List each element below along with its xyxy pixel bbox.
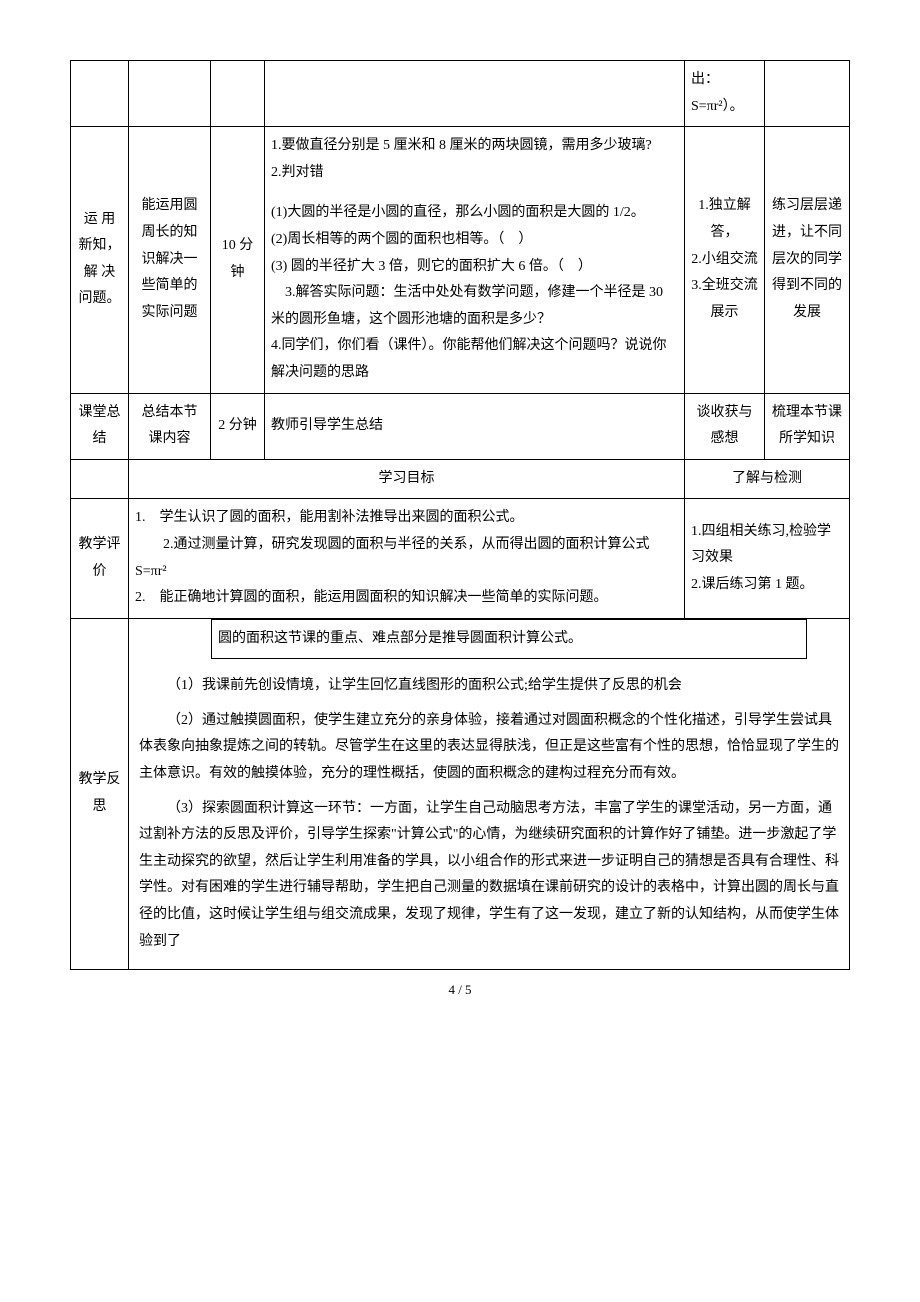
cell-content bbox=[265, 61, 685, 127]
cell-stage: 课堂总结 bbox=[71, 393, 129, 459]
page-number: 4 / 5 bbox=[70, 982, 850, 998]
cell-time: 2 分钟 bbox=[211, 393, 265, 459]
check-body: 1.四组相关练习,检验学习效果 2.课后练习第 1 题。 bbox=[685, 499, 850, 618]
content-line: 2.判对错 bbox=[271, 160, 678, 187]
cell-stage bbox=[71, 61, 129, 127]
cell-activity: 谈收获与感想 bbox=[685, 393, 765, 459]
check-line: 2.课后练习第 1 题。 bbox=[691, 572, 843, 599]
cell-note: 练习层层递进，让不同层次的同学得到不同的发展 bbox=[765, 127, 850, 393]
cell-activity: 出：S=πr²）。 bbox=[685, 61, 765, 127]
reflection-box: 圆的面积这节课的重点、难点部分是推导圆面积计算公式。 bbox=[212, 619, 807, 659]
content-line: 3.解答实际问题：生活中处处有数学问题，修建一个半径是 30 米的圆形鱼塘，这个… bbox=[271, 280, 678, 333]
cell-goal bbox=[129, 61, 211, 127]
cell-time: 10 分钟 bbox=[211, 127, 265, 393]
table-row: 学习目标 了解与检测 bbox=[71, 459, 850, 499]
reflection-body: 圆的面积这节课的重点、难点部分是推导圆面积计算公式。 （1）我课前先创设情境，让… bbox=[129, 618, 850, 970]
objectives-header: 学习目标 bbox=[129, 459, 685, 499]
cell-activity: 1.独立解答， 2.小组交流 3.全班交流展示 bbox=[685, 127, 765, 393]
cell-note: 梳理本节课所学知识 bbox=[765, 393, 850, 459]
cell-goal: 能运用圆周长的知识解决一些简单的实际问题 bbox=[129, 127, 211, 393]
table-row: 出：S=πr²）。 bbox=[71, 61, 850, 127]
check-line: 1.四组相关练习,检验学习效果 bbox=[691, 519, 843, 572]
cell-content: 教师引导学生总结 bbox=[265, 393, 685, 459]
spacer bbox=[271, 186, 678, 200]
cell-stage: 教学评价 bbox=[71, 499, 129, 618]
objective-line: 2. 能正确地计算圆的面积，能运用圆面积的知识解决一些简单的实际问题。 bbox=[135, 585, 678, 612]
objectives-body: 1. 学生认识了圆的面积，能用割补法推导出来圆的面积公式。 2.通过测量计算，研… bbox=[129, 499, 685, 618]
cell-goal: 总结本节课内容 bbox=[129, 393, 211, 459]
cell-note bbox=[765, 61, 850, 127]
cell-empty bbox=[71, 459, 129, 499]
content-line: (2)周长相等的两个圆的面积也相等。（ ） bbox=[271, 227, 678, 254]
content-line: 4.同学们，你们看（课件）。你能帮他们解决这个问题吗？说说你解决问题的思路 bbox=[271, 333, 678, 386]
lesson-plan-table: 出：S=πr²）。 运 用新知，解 决问题。 能运用圆周长的知识解决一些简单的实… bbox=[70, 60, 850, 970]
check-header: 了解与检测 bbox=[685, 459, 850, 499]
table-row: 课堂总结 总结本节课内容 2 分钟 教师引导学生总结 谈收获与感想 梳理本节课所… bbox=[71, 393, 850, 459]
table-row: 教学反思 圆的面积这节课的重点、难点部分是推导圆面积计算公式。 （1）我课前先创… bbox=[71, 618, 850, 970]
content-line: 1.要做直径分别是 5 厘米和 8 厘米的两块圆镜，需用多少玻璃? bbox=[271, 133, 678, 160]
objective-line: 2.通过测量计算，研究发现圆的面积与半径的关系，从而得出圆的面积计算公式 S=π… bbox=[135, 532, 678, 585]
cell-content: 1.要做直径分别是 5 厘米和 8 厘米的两块圆镜，需用多少玻璃? 2.判对错 … bbox=[265, 127, 685, 393]
cell-stage: 运 用新知，解 决问题。 bbox=[71, 127, 129, 393]
reflection-para: （1）我课前先创设情境，让学生回忆直线图形的面积公式;给学生提供了反思的机会 bbox=[139, 673, 839, 700]
table-row: 运 用新知，解 决问题。 能运用圆周长的知识解决一些简单的实际问题 10 分钟 … bbox=[71, 127, 850, 393]
content-line: (1)大圆的半径是小圆的直径，那么小圆的面积是大圆的 1/2。 bbox=[271, 200, 678, 227]
reflection-inner-table: 圆的面积这节课的重点、难点部分是推导圆面积计算公式。 bbox=[129, 619, 849, 660]
objective-line: 1. 学生认识了圆的面积，能用割补法推导出来圆的面积公式。 bbox=[135, 505, 678, 532]
cell-time bbox=[211, 61, 265, 127]
content-line: (3) 圆的半径扩大 3 倍，则它的面积扩大 6 倍。（ ） bbox=[271, 254, 678, 281]
cell-stage: 教学反思 bbox=[71, 618, 129, 970]
table-row: 教学评价 1. 学生认识了圆的面积，能用割补法推导出来圆的面积公式。 2.通过测… bbox=[71, 499, 850, 618]
reflection-para: （3）探索圆面积计算这一环节：一方面，让学生自己动脑思考方法，丰富了学生的课堂活… bbox=[139, 796, 839, 956]
reflection-para: （2）通过触摸圆面积，使学生建立充分的亲身体验，接着通过对圆面积概念的个性化描述… bbox=[139, 708, 839, 788]
